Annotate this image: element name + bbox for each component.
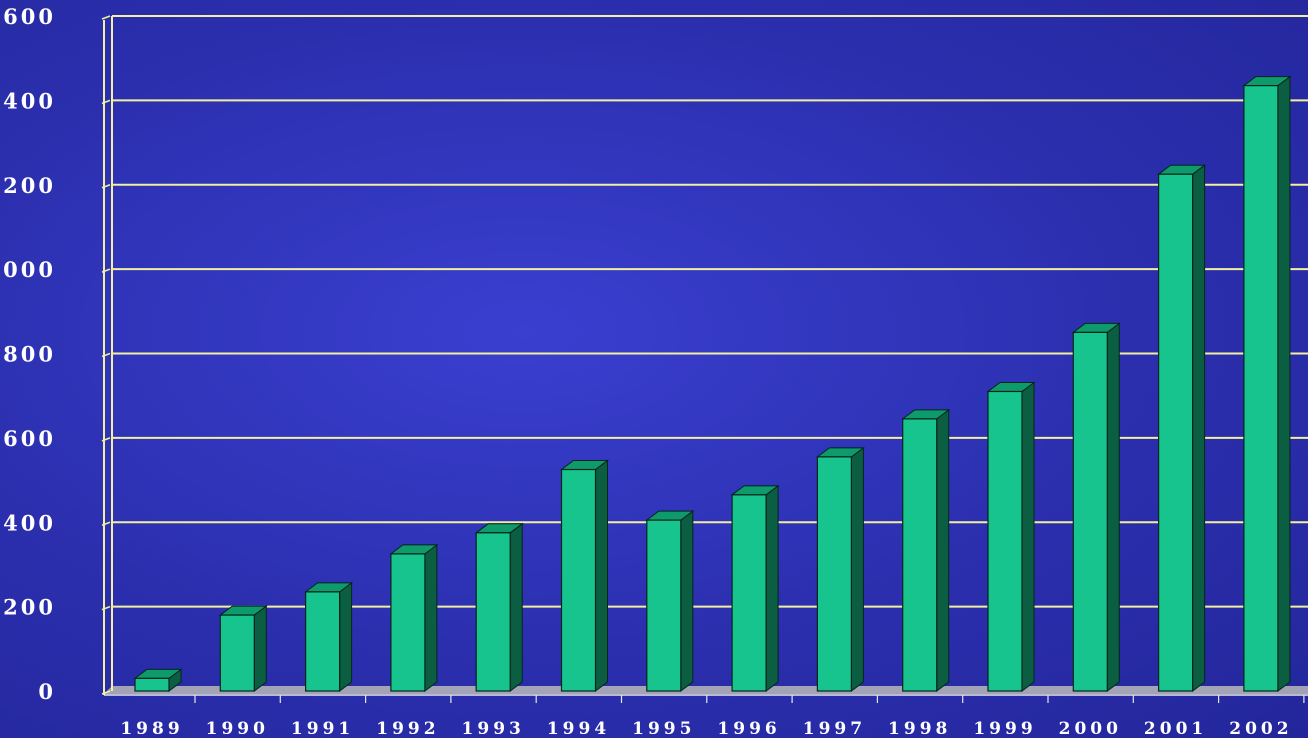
x-tick-label: 1990 bbox=[206, 719, 269, 738]
bar bbox=[731, 494, 767, 692]
bar-side bbox=[595, 459, 608, 692]
x-tick-label: 2001 bbox=[1144, 719, 1207, 738]
x-tick-label: 1992 bbox=[376, 719, 439, 738]
y-tick-label: 1600 bbox=[0, 4, 56, 29]
bar-side bbox=[1021, 381, 1035, 692]
bar bbox=[134, 677, 170, 692]
bar bbox=[560, 468, 597, 692]
bar bbox=[219, 614, 255, 692]
y-tick-label: 600 bbox=[3, 426, 56, 451]
x-tick-label: 1989 bbox=[120, 719, 183, 738]
bar-side bbox=[1277, 75, 1291, 692]
x-tick-label: 1993 bbox=[462, 719, 525, 738]
bar-side bbox=[1106, 322, 1120, 692]
x-tick-label: 1991 bbox=[291, 719, 354, 738]
y-tick-label: 800 bbox=[3, 342, 56, 367]
bar bbox=[1072, 331, 1108, 692]
x-tick-label: 1997 bbox=[803, 719, 866, 738]
x-tick-label: 1998 bbox=[888, 719, 951, 738]
bar bbox=[646, 519, 682, 692]
bar bbox=[305, 591, 341, 692]
bar-side bbox=[765, 484, 779, 692]
y-tick-label: 1000 bbox=[0, 257, 56, 282]
y-tick-mark bbox=[101, 15, 111, 20]
x-tick-label: 1994 bbox=[547, 719, 610, 738]
bar bbox=[902, 418, 938, 692]
x-tick-label: 2000 bbox=[1059, 719, 1122, 738]
gridlines bbox=[112, 15, 1308, 608]
bar-side bbox=[936, 408, 950, 692]
bar-side bbox=[339, 581, 353, 692]
bar bbox=[816, 456, 853, 692]
y-tick-label: 200 bbox=[3, 595, 56, 620]
bar bbox=[1157, 173, 1194, 692]
x-tick-labels: 1989 1990 1991 1992 1993 1994 1995 1996 1997 1998… bbox=[120, 719, 1292, 738]
bar bbox=[1243, 85, 1279, 692]
y-tick-label: 0 bbox=[38, 679, 56, 704]
bar bbox=[475, 532, 511, 692]
chart-floor bbox=[104, 686, 1308, 694]
x-tick-label: 2002 bbox=[1229, 719, 1292, 738]
bar-side bbox=[253, 605, 267, 693]
x-tick-label: 1996 bbox=[717, 719, 780, 738]
bar-side bbox=[1192, 164, 1206, 692]
y-tick-label: 400 bbox=[3, 510, 56, 535]
bars bbox=[133, 75, 1292, 693]
bar bbox=[390, 553, 426, 692]
axes bbox=[101, 15, 1308, 703]
bar-side bbox=[850, 446, 864, 692]
x-tick-label: 1999 bbox=[973, 719, 1036, 738]
bar bbox=[987, 390, 1023, 692]
y-tick-label: 1400 bbox=[0, 88, 56, 113]
x-tick-label: 1995 bbox=[632, 719, 695, 738]
bar-side bbox=[680, 510, 694, 692]
bar-side bbox=[424, 543, 438, 692]
bar-side bbox=[509, 522, 523, 692]
